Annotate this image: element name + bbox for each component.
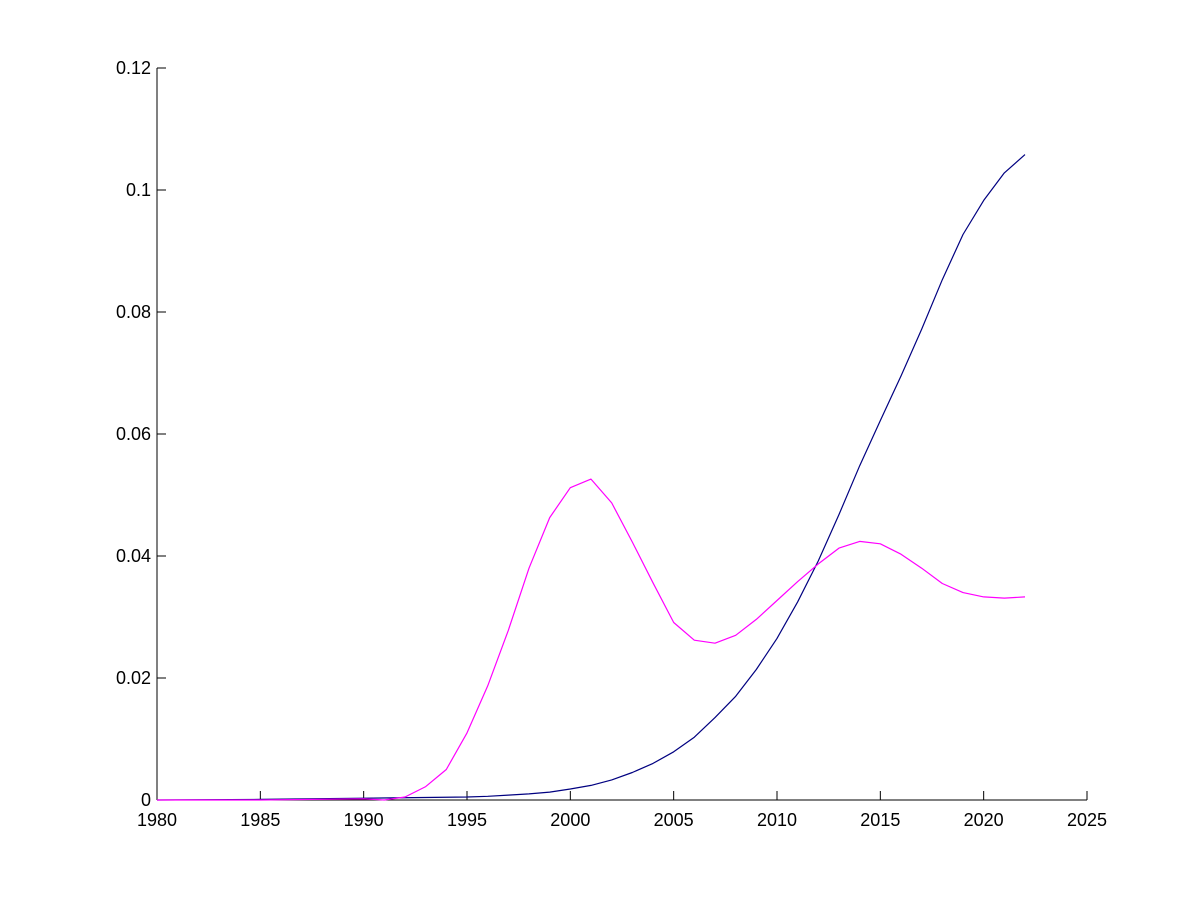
x-tick-label: 1990 bbox=[344, 810, 384, 830]
y-tick-label: 0.12 bbox=[116, 58, 151, 78]
y-tick-label: 0 bbox=[141, 790, 151, 810]
y-tick-label: 0.02 bbox=[116, 668, 151, 688]
x-tick-label: 1995 bbox=[447, 810, 487, 830]
y-tick-label: 0.04 bbox=[116, 546, 151, 566]
y-tick-label: 0.08 bbox=[116, 302, 151, 322]
x-tick-label: 2015 bbox=[860, 810, 900, 830]
x-tick-label: 2005 bbox=[654, 810, 694, 830]
axes: 1980 1985 1990 1995 2000 2005 2010 2015 2020 2025… bbox=[116, 58, 1107, 830]
x-tick-label: 2010 bbox=[757, 810, 797, 830]
x-tick-label: 2000 bbox=[550, 810, 590, 830]
x-tick-label: 2025 bbox=[1067, 810, 1107, 830]
series-line-2 bbox=[157, 478, 1026, 801]
y-tick-label: 0.06 bbox=[116, 424, 151, 444]
x-tick-label: 2020 bbox=[964, 810, 1004, 830]
series-layer bbox=[156, 154, 1026, 801]
x-tick-label: 1985 bbox=[240, 810, 280, 830]
series-line-1 bbox=[156, 154, 1026, 801]
x-tick-label: 1980 bbox=[137, 810, 177, 830]
y-tick-label: 0.1 bbox=[126, 180, 151, 200]
